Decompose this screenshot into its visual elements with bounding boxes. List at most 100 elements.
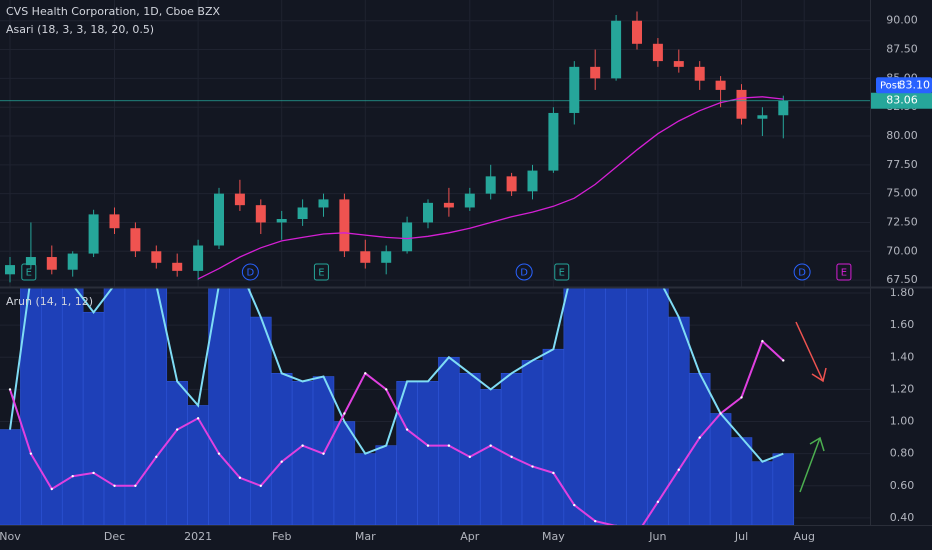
event-marker bbox=[554, 263, 570, 281]
y-tick-label: 1.80 bbox=[890, 286, 915, 299]
line-dot bbox=[405, 428, 409, 431]
x-tick-label: 2021 bbox=[184, 530, 212, 543]
line-dot bbox=[238, 476, 242, 479]
y-tick-label: 0.60 bbox=[890, 479, 915, 492]
candle-body bbox=[632, 20, 642, 44]
histogram-bar bbox=[20, 288, 42, 525]
histogram-bar bbox=[500, 373, 523, 525]
line-dot bbox=[343, 412, 346, 415]
candle-body bbox=[443, 202, 454, 208]
histogram-bar bbox=[668, 316, 690, 525]
y-tick-label: 77.50 bbox=[886, 158, 918, 171]
x-tick-label: May bbox=[542, 530, 565, 543]
line-dot bbox=[259, 484, 262, 487]
line-dot bbox=[134, 484, 137, 487]
candle-body bbox=[5, 265, 15, 275]
line-dot bbox=[761, 339, 764, 343]
y-tick-label: 90.00 bbox=[886, 14, 918, 27]
line-dot bbox=[510, 455, 513, 459]
x-tick-label: Apr bbox=[460, 530, 480, 543]
y-tick-label: 75.00 bbox=[886, 187, 918, 200]
line-dot bbox=[301, 444, 304, 447]
post-label: Post bbox=[880, 80, 901, 91]
candle-body bbox=[548, 112, 559, 171]
candle-body bbox=[255, 205, 266, 223]
line-dot bbox=[196, 417, 200, 420]
line-dot bbox=[322, 452, 325, 455]
histogram-bar bbox=[521, 360, 544, 525]
x-tick-label: Jul bbox=[734, 530, 748, 543]
red-arrow bbox=[795, 321, 827, 383]
line-dot bbox=[364, 372, 367, 375]
y-tick-label: 0.40 bbox=[890, 511, 915, 524]
x-tick-label: Feb bbox=[272, 530, 291, 543]
last-price-label: 83.06 bbox=[886, 94, 918, 107]
line-dot bbox=[468, 455, 471, 459]
line-dot bbox=[782, 359, 785, 362]
event-marker bbox=[313, 263, 329, 281]
candle-body bbox=[506, 176, 517, 192]
candle-body bbox=[360, 251, 371, 263]
line-dot bbox=[71, 474, 74, 478]
candle-body bbox=[46, 257, 57, 270]
line-dot bbox=[594, 519, 597, 523]
candle-body bbox=[339, 199, 350, 252]
post-box bbox=[876, 77, 932, 94]
candle-body bbox=[214, 193, 224, 246]
histogram-bar bbox=[270, 373, 293, 525]
line-dot bbox=[656, 500, 660, 504]
histogram-bar bbox=[166, 381, 188, 525]
indicator-legend: Asari (18, 3, 3, 18, 20, 0.5) bbox=[6, 23, 154, 36]
candle-body bbox=[590, 66, 601, 79]
histogram-bar bbox=[417, 381, 439, 525]
candle-body bbox=[172, 262, 183, 271]
candle-body bbox=[694, 66, 705, 81]
histogram-bar bbox=[459, 373, 481, 525]
histogram-bar bbox=[103, 288, 126, 525]
histogram-bar bbox=[82, 311, 105, 525]
x-tick-label: Nov bbox=[0, 530, 21, 543]
line-dot bbox=[552, 471, 555, 475]
candle-body bbox=[88, 214, 99, 254]
histogram-bar bbox=[730, 437, 753, 525]
event-label: D bbox=[520, 268, 528, 279]
x-tick-label: Jun bbox=[648, 530, 666, 543]
candle-body bbox=[130, 228, 141, 252]
x-tick-label: Dec bbox=[104, 530, 125, 543]
candle-body bbox=[736, 89, 747, 119]
histogram-bar bbox=[751, 461, 774, 525]
indicator-pane bbox=[0, 288, 870, 525]
x-tick-label: Aug bbox=[793, 530, 814, 543]
histogram-bar bbox=[772, 453, 795, 525]
y-tick-label: 1.20 bbox=[890, 382, 915, 395]
event-marker bbox=[21, 263, 37, 281]
event-label: E bbox=[26, 268, 32, 279]
line-dot bbox=[719, 412, 722, 415]
last-price-box bbox=[871, 92, 932, 109]
candle-body bbox=[464, 193, 475, 208]
candle-body bbox=[485, 176, 496, 194]
candle-body bbox=[527, 170, 538, 192]
y-tick-label: 1.60 bbox=[890, 318, 915, 331]
line-dot bbox=[155, 455, 158, 459]
indicator-line bbox=[9, 288, 784, 463]
candle-body bbox=[569, 66, 580, 113]
candle-body bbox=[423, 202, 433, 223]
line-dot bbox=[8, 388, 12, 391]
y-tick-label: 67.50 bbox=[886, 273, 918, 286]
indicator-title: Arun (14, 1, 12) bbox=[6, 295, 93, 308]
histogram-bar bbox=[208, 288, 230, 525]
line-dot bbox=[489, 444, 492, 447]
y-tick-label: 80.00 bbox=[886, 129, 918, 142]
candle-body bbox=[25, 257, 36, 266]
candle-body bbox=[151, 251, 162, 263]
green-arrow bbox=[799, 436, 825, 493]
histogram-bar bbox=[0, 429, 21, 525]
event-label: E bbox=[318, 268, 324, 279]
line-dot bbox=[92, 471, 95, 475]
histogram-bar bbox=[354, 453, 377, 525]
candle-body bbox=[652, 43, 663, 62]
histogram-bar bbox=[229, 288, 251, 525]
y-tick-label: 1.00 bbox=[890, 415, 915, 428]
line-dot bbox=[50, 487, 53, 491]
